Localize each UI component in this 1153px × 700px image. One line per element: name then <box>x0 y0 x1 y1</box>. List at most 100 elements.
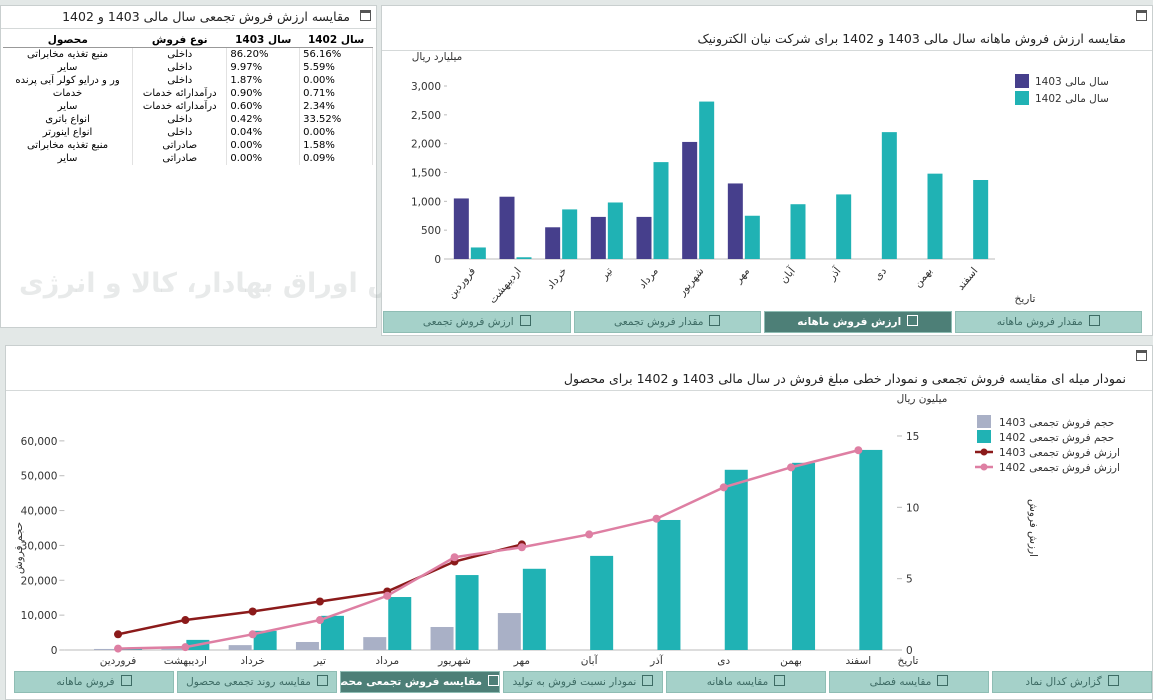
x-tick-label: آبان <box>581 654 599 667</box>
table-cell: انواع اینورتر <box>3 126 134 139</box>
tab-label: ارزش فروش تجمعی <box>422 316 514 328</box>
bar <box>792 462 816 650</box>
tab-bar: ارزش فروش تجمعی مقدار فروش تجمعی ارزش فروش… <box>383 311 1142 333</box>
table-cell: سایر <box>3 100 134 113</box>
table-cell: 1.87% <box>226 74 301 87</box>
table-row: انواع اینورتر داخلی 0.04% 0.00% <box>3 126 373 139</box>
panel-title: مقایسه ارزش فروش تجمعی سال مالی 1403 و 1… <box>1 6 376 29</box>
bar <box>836 194 852 259</box>
tab[interactable]: گزارش کدال نماد <box>992 671 1152 693</box>
y2-tick-label: 10 <box>906 502 919 514</box>
bar <box>562 209 578 259</box>
tab-label: مقایسه فصلی <box>869 676 932 688</box>
y2-unit-label: میلیون ریال <box>897 393 948 405</box>
table-cell: 0.60% <box>226 100 301 113</box>
y-tick-label: 20,000 <box>21 575 58 587</box>
table-cell: منبع تغذیه مخابراتی <box>3 139 134 152</box>
monthly-panel: مقایسه ارزش فروش ماهانه سال مالی 1403 و … <box>381 5 1153 336</box>
tab[interactable]: مقایسه فروش تجمعی محصول <box>340 671 500 693</box>
bar <box>657 519 681 650</box>
point <box>787 463 796 472</box>
x-tick-label: دی <box>872 265 890 283</box>
tab-label: ارزش فروش ماهانه <box>797 316 902 328</box>
bar <box>724 469 748 650</box>
share-table: محصول نوع فروش سال 1403 سال 1402 منبع تغذیه … <box>3 33 373 165</box>
bar <box>881 132 897 259</box>
x-tick-label: بهمن <box>780 655 802 667</box>
line <box>118 449 859 650</box>
tab-label: مقدار فروش ماهانه <box>996 316 1083 328</box>
bar <box>653 162 669 259</box>
column-header: محصول <box>3 33 133 48</box>
maximize-button[interactable] <box>1136 350 1147 361</box>
tab-label: مقایسه ماهانه <box>706 676 769 688</box>
y2-tick-label: 15 <box>906 431 919 443</box>
title-text: مقایسه ارزش فروش ماهانه سال مالی 1403 و … <box>697 31 1126 46</box>
table-cell: سایر <box>3 152 134 165</box>
y-tick-label: 10,000 <box>21 610 58 622</box>
tab[interactable]: ارزش فروش ماهانه <box>764 311 952 333</box>
table-row: سایر درآمدارائه خدمات 0.60% 2.34% <box>3 100 373 113</box>
tab-label: فروش ماهانه <box>56 676 115 688</box>
table-cell: 86.20% <box>226 47 301 61</box>
tab[interactable]: مقدار فروش تجمعی <box>573 311 761 333</box>
y-tick-label: 1,000 <box>411 196 441 208</box>
x-tick-label: اسفند <box>955 265 981 292</box>
maximize-button[interactable] <box>1136 10 1147 21</box>
point <box>181 616 190 625</box>
x-tick-label: تیر <box>598 265 616 283</box>
y-tick-label: 500 <box>421 225 441 237</box>
legend-swatch <box>977 430 991 443</box>
tab[interactable]: نمودار نسبت فروش به تولید <box>503 671 663 693</box>
tab-icon <box>1107 675 1119 686</box>
bar <box>699 101 715 259</box>
table-panel: مقایسه ارزش فروش تجمعی سال مالی 1403 و 1… <box>0 5 555 328</box>
y-tick-label: 0 <box>434 254 441 266</box>
tab[interactable]: فروش ماهانه <box>14 671 174 693</box>
tab[interactable]: مقایسه ماهانه <box>666 671 826 693</box>
y-tick-label: 40,000 <box>21 506 58 518</box>
table-cell: داخلی <box>132 74 228 87</box>
legend-label: سال مالی 1402 <box>1035 93 1109 105</box>
legend-label: حجم فروش تجمعی 1402 <box>999 432 1114 444</box>
table-cell: 0.04% <box>226 126 301 139</box>
table-cell: 0.42% <box>226 113 301 126</box>
table-row: خدمات درآمدارائه خدمات 0.90% 0.71% <box>3 87 373 100</box>
table-cell: درآمدارائه خدمات <box>132 100 228 113</box>
point <box>585 530 594 539</box>
table-cell: 0.00% <box>299 126 373 139</box>
maximize-button[interactable] <box>360 10 371 21</box>
table-cell: 0.00% <box>299 74 373 87</box>
x-axis-label: تاریخ <box>1015 293 1036 305</box>
bar <box>253 630 277 650</box>
point <box>248 630 257 639</box>
y-tick-label: 30,000 <box>21 540 58 552</box>
tab-label: گزارش کدال نماد <box>1025 676 1102 688</box>
tab-label: مقایسه روند تجمعی محصول <box>186 676 311 688</box>
table-cell: خدمات <box>3 87 134 100</box>
chart-title: مقایسه ارزش فروش ماهانه سال مالی 1403 و … <box>382 28 1152 51</box>
tab[interactable]: مقایسه روند تجمعی محصول <box>177 671 337 693</box>
tab[interactable]: مقایسه فصلی <box>829 671 989 693</box>
legend-swatch <box>980 448 988 456</box>
table-cell: سایر <box>3 61 134 74</box>
tab-label: نمودار نسبت فروش به تولید <box>512 676 637 688</box>
point <box>450 553 459 562</box>
bar <box>636 216 652 259</box>
bar <box>973 179 989 259</box>
table-cell: ور و درایو کولر آبی پرنده <box>3 74 134 87</box>
tab[interactable]: ارزش فروش تجمعی <box>383 311 571 333</box>
x-tick-label: خرداد <box>544 265 569 292</box>
bar <box>927 173 943 259</box>
x-tick-label: آذر <box>825 264 844 284</box>
title-text: نمودار میله ای مقایسه فروش تجمعی و نمودا… <box>563 371 1126 386</box>
table-cell: داخلی <box>132 113 228 126</box>
legend-swatch <box>980 463 988 471</box>
bar <box>470 247 486 259</box>
x-tick-label: آبان <box>777 264 798 286</box>
tab-icon <box>519 315 531 326</box>
bar <box>859 449 883 650</box>
tab[interactable]: مقدار فروش ماهانه <box>954 311 1142 333</box>
